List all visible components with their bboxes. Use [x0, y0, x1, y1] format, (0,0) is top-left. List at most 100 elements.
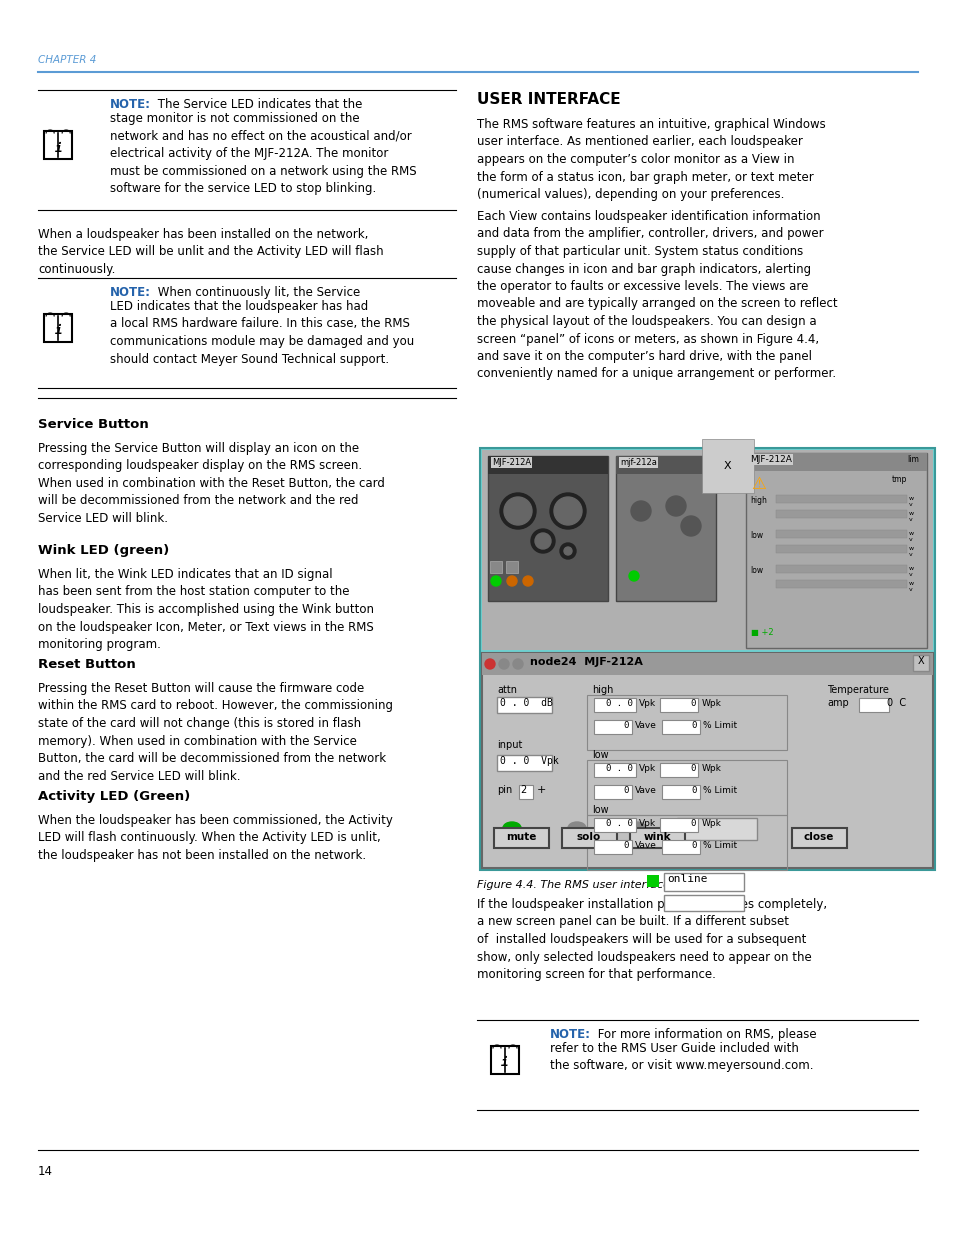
Bar — [659, 698, 698, 713]
Bar — [586, 760, 786, 815]
Text: 0: 0 — [623, 785, 628, 795]
Ellipse shape — [567, 823, 585, 834]
Bar — [663, 895, 743, 911]
Bar — [775, 495, 906, 503]
Text: Vpk: Vpk — [639, 764, 656, 773]
Text: 0  C: 0 C — [886, 698, 905, 708]
Bar — [661, 840, 700, 853]
Text: Pressing the Service Button will display an icon on the
corresponding loudspeake: Pressing the Service Button will display… — [38, 442, 385, 525]
Text: When the loudspeaker has been commissioned, the Activity
LED will flash continuo: When the loudspeaker has been commission… — [38, 814, 393, 862]
Bar — [488, 456, 607, 601]
Bar — [586, 695, 786, 750]
Text: v: v — [908, 572, 912, 577]
Circle shape — [499, 493, 536, 529]
Text: +: + — [537, 785, 546, 795]
Text: mjf-212a: mjf-212a — [619, 458, 657, 467]
Bar — [791, 827, 846, 848]
Text: w: w — [908, 496, 913, 501]
Circle shape — [630, 501, 650, 521]
FancyBboxPatch shape — [491, 1046, 518, 1074]
Text: low: low — [749, 531, 762, 540]
Text: w: w — [908, 546, 913, 551]
Bar — [481, 653, 932, 676]
Bar — [912, 655, 928, 671]
Bar — [661, 785, 700, 799]
Text: Pressing the Reset Button will cause the firmware code
within the RMS card to re: Pressing the Reset Button will cause the… — [38, 682, 393, 783]
Bar — [775, 564, 906, 573]
Text: refer to the RMS User Guide included with
the software, or visit www.meyersound.: refer to the RMS User Guide included wit… — [550, 1042, 813, 1072]
Bar — [594, 720, 631, 734]
Text: solo: solo — [577, 832, 600, 842]
Bar — [497, 697, 552, 713]
Text: i: i — [500, 1056, 508, 1070]
Circle shape — [563, 547, 572, 555]
Circle shape — [503, 496, 532, 525]
Bar — [616, 456, 716, 601]
Text: NOTE:: NOTE: — [110, 98, 151, 111]
Bar — [745, 453, 926, 648]
FancyBboxPatch shape — [44, 131, 72, 159]
Bar — [646, 876, 659, 887]
Text: % Limit: % Limit — [702, 841, 737, 850]
Circle shape — [665, 496, 685, 516]
Circle shape — [535, 534, 551, 550]
Text: Vpk: Vpk — [639, 699, 656, 708]
Text: LED indicates that the loudspeaker has had
a local RMS hardware failure. In this: LED indicates that the loudspeaker has h… — [110, 300, 414, 366]
Text: Wpk: Wpk — [700, 699, 720, 708]
Text: The Service LED indicates that the: The Service LED indicates that the — [153, 98, 362, 111]
Bar — [677, 818, 757, 840]
Text: v: v — [908, 501, 912, 508]
Bar — [594, 840, 631, 853]
Bar — [488, 456, 607, 474]
Text: close: close — [803, 832, 833, 842]
Text: ⚠: ⚠ — [750, 475, 765, 493]
Text: When a loudspeaker has been installed on the network,
the Service LED will be un: When a loudspeaker has been installed on… — [38, 228, 383, 275]
Ellipse shape — [627, 823, 645, 834]
Text: X: X — [917, 656, 923, 666]
Text: X: X — [723, 461, 731, 471]
Text: Vave: Vave — [635, 721, 657, 730]
Text: Temperature: Temperature — [826, 685, 888, 695]
Text: ■ +2: ■ +2 — [750, 629, 773, 637]
Text: Each View contains loudspeaker identification information
and data from the ampl: Each View contains loudspeaker identific… — [476, 210, 837, 380]
Text: wink: wink — [642, 832, 670, 842]
Text: Wpk: Wpk — [700, 819, 720, 827]
Bar — [775, 580, 906, 588]
Text: If the loudspeaker installation pattern changes completely,
a new screen panel c: If the loudspeaker installation pattern … — [476, 898, 826, 981]
Circle shape — [484, 659, 495, 669]
Text: w: w — [908, 531, 913, 536]
Text: tmp: tmp — [891, 475, 906, 484]
Bar — [594, 785, 631, 799]
Text: i: i — [54, 142, 62, 154]
Circle shape — [491, 576, 500, 585]
Circle shape — [506, 576, 517, 585]
Text: mute: mute — [505, 832, 536, 842]
Text: v: v — [908, 537, 912, 542]
Text: low: low — [592, 750, 608, 760]
Bar — [663, 873, 743, 890]
Text: 0: 0 — [623, 721, 628, 730]
Text: % Limit: % Limit — [702, 721, 737, 730]
Text: low: low — [592, 805, 608, 815]
Bar — [518, 785, 533, 799]
Text: 0 . 0  dB: 0 . 0 dB — [499, 698, 553, 708]
Text: stage monitor is not commissioned on the
network and has no effect on the acoust: stage monitor is not commissioned on the… — [110, 112, 416, 195]
Text: v: v — [908, 587, 912, 592]
Bar — [616, 456, 716, 474]
Text: Service Button: Service Button — [38, 417, 149, 431]
Bar — [594, 698, 636, 713]
Text: NOTE:: NOTE: — [550, 1028, 590, 1041]
Text: 0: 0 — [689, 764, 695, 773]
Bar — [659, 818, 698, 832]
Bar — [561, 827, 617, 848]
Text: Vpk: Vpk — [639, 819, 656, 827]
Bar — [497, 755, 552, 771]
Text: When continuously lit, the Service: When continuously lit, the Service — [153, 287, 360, 299]
Text: For more information on RMS, please: For more information on RMS, please — [594, 1028, 816, 1041]
Bar — [858, 698, 888, 713]
FancyBboxPatch shape — [44, 314, 72, 342]
Circle shape — [531, 529, 555, 553]
Circle shape — [498, 659, 509, 669]
Text: attn: attn — [497, 685, 517, 695]
Text: 0: 0 — [691, 721, 697, 730]
